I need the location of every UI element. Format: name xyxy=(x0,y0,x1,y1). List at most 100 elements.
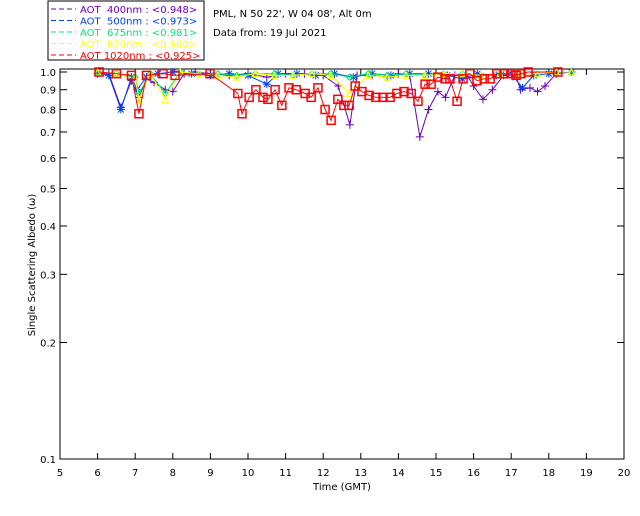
x-tick-label: 15 xyxy=(430,468,443,479)
data-point xyxy=(506,68,516,79)
data-point xyxy=(233,88,243,99)
legend-label: AOT 870nm : <0.980> xyxy=(80,40,197,51)
data-point xyxy=(529,71,538,80)
data-point xyxy=(251,84,261,95)
data-point xyxy=(364,71,373,79)
legend-label: AOT 400nm : <0.948> xyxy=(80,5,197,16)
data-point xyxy=(452,96,462,107)
data-point xyxy=(426,79,436,89)
data-point xyxy=(291,84,301,95)
data-point xyxy=(406,88,416,99)
data-point xyxy=(345,73,354,81)
data-point xyxy=(237,109,247,119)
data-point xyxy=(533,69,542,78)
data-point xyxy=(320,104,330,115)
data-point xyxy=(141,70,152,81)
data-point xyxy=(262,80,271,89)
legend: AOT 400nm : <0.948>AOT 500nm : <0.973>AO… xyxy=(47,0,205,62)
data-point xyxy=(541,82,550,91)
data-point xyxy=(415,132,424,141)
data-point xyxy=(187,69,196,78)
data-point xyxy=(458,74,468,84)
y-axis-label: Single Scattering Albedo (ω) xyxy=(27,194,38,337)
data-point xyxy=(488,85,497,94)
data-point xyxy=(251,69,260,78)
x-tick-label: 14 xyxy=(392,468,405,479)
data-point xyxy=(533,87,542,96)
data-point xyxy=(158,68,168,79)
data-point xyxy=(383,71,391,80)
y-tick-label: 0.5 xyxy=(40,184,56,195)
data-point xyxy=(433,87,442,96)
x-tick-label: 11 xyxy=(279,468,292,479)
data-point xyxy=(168,87,177,96)
data-point xyxy=(289,71,297,79)
data-point xyxy=(413,96,423,107)
legend-label: AOT 675nm : <0.981> xyxy=(80,28,197,39)
series-line xyxy=(97,71,572,137)
data-point xyxy=(308,69,316,78)
data-point xyxy=(258,92,268,103)
legend-box xyxy=(47,0,205,61)
data-point xyxy=(433,72,443,82)
data-point xyxy=(339,100,349,111)
data-point xyxy=(458,69,467,78)
data-point xyxy=(458,74,467,83)
x-tick-label: 13 xyxy=(354,468,367,479)
data-point xyxy=(485,74,495,84)
data-point xyxy=(161,95,170,103)
x-tick-label: 10 xyxy=(242,468,255,479)
data-point xyxy=(104,71,113,80)
data-point xyxy=(544,69,553,78)
data-point xyxy=(270,69,279,78)
x-axis-label: Time (GMT) xyxy=(312,482,371,493)
data-point xyxy=(424,105,433,114)
x-tick-label: 12 xyxy=(317,468,330,479)
data-point xyxy=(311,71,320,80)
x-tick-label: 7 xyxy=(132,468,138,479)
y-tick-label: 0.3 xyxy=(40,270,56,281)
data-point xyxy=(326,71,335,79)
y-tick-label: 0.8 xyxy=(40,106,56,117)
x-tick-label: 20 xyxy=(618,468,631,479)
data-point xyxy=(93,67,102,76)
data-point xyxy=(327,69,335,78)
y-tick-label: 0.1 xyxy=(40,455,56,466)
data-point xyxy=(326,115,336,126)
y-tick-label: 0.9 xyxy=(40,86,56,97)
data-point xyxy=(364,90,374,101)
x-tick-label: 8 xyxy=(170,468,176,479)
data-point xyxy=(479,74,489,84)
y-tick-label: 0.2 xyxy=(40,339,56,350)
data-point xyxy=(232,73,241,81)
data-point xyxy=(345,89,354,97)
data-point xyxy=(206,71,215,80)
data-point xyxy=(244,92,254,103)
data-point xyxy=(424,69,433,78)
data-point xyxy=(473,69,482,78)
y-tick-label: 0.6 xyxy=(40,154,56,165)
data-point xyxy=(378,92,388,103)
data-point xyxy=(93,69,102,78)
data-point xyxy=(492,68,502,79)
y-tick-label: 1.0 xyxy=(40,68,56,79)
data-point xyxy=(225,69,234,78)
data-point xyxy=(465,68,475,79)
chart-title-line-1: PML, N 50 22', W 04 08', Alt 0m xyxy=(213,9,372,20)
data-point xyxy=(111,68,122,79)
data-point xyxy=(402,69,410,78)
data-point xyxy=(472,75,482,86)
x-tick-label: 5 xyxy=(57,468,63,479)
data-point xyxy=(499,68,509,79)
data-point xyxy=(445,74,455,84)
data-point xyxy=(492,71,501,80)
series-4 xyxy=(94,67,563,126)
data-point xyxy=(345,120,354,129)
data-point xyxy=(270,71,279,79)
data-point xyxy=(284,83,294,93)
data-point xyxy=(134,109,144,119)
data-point xyxy=(371,92,381,103)
data-point xyxy=(479,95,487,104)
data-point xyxy=(399,86,409,97)
